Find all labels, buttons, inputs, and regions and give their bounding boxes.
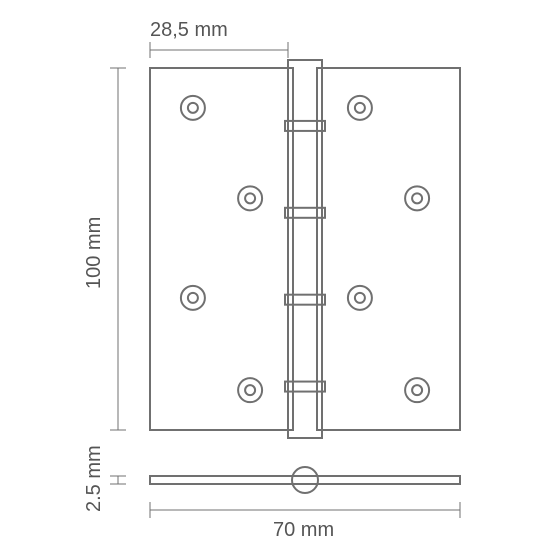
knuckle-ring <box>285 208 325 218</box>
knuckle-ring <box>285 295 325 305</box>
side-knuckle-ball <box>292 467 318 493</box>
screw-hole-inner <box>412 193 422 203</box>
knuckle-ring <box>285 121 325 131</box>
dim-label-width: 70 mm <box>273 519 334 541</box>
dim-label-thickness: 2.5 mm <box>83 445 105 512</box>
dim-label-leaf-width: 28,5 mm <box>150 19 228 41</box>
dim-label-height: 100 mm <box>83 217 105 289</box>
knuckle-ring <box>285 382 325 392</box>
screw-hole-inner <box>188 103 198 113</box>
dimension-lines <box>110 42 460 518</box>
screw-hole-inner <box>245 385 255 395</box>
hinge-leaf-left <box>150 68 293 430</box>
hinge-leaf-right <box>317 68 460 430</box>
hinge-side-view <box>150 467 460 493</box>
screw-hole-inner <box>355 103 365 113</box>
hinge-front-view <box>150 60 460 438</box>
screw-hole-inner <box>412 385 422 395</box>
screw-hole-inner <box>245 193 255 203</box>
side-bar <box>150 476 460 484</box>
screw-hole-inner <box>355 293 365 303</box>
screw-hole-inner <box>188 293 198 303</box>
